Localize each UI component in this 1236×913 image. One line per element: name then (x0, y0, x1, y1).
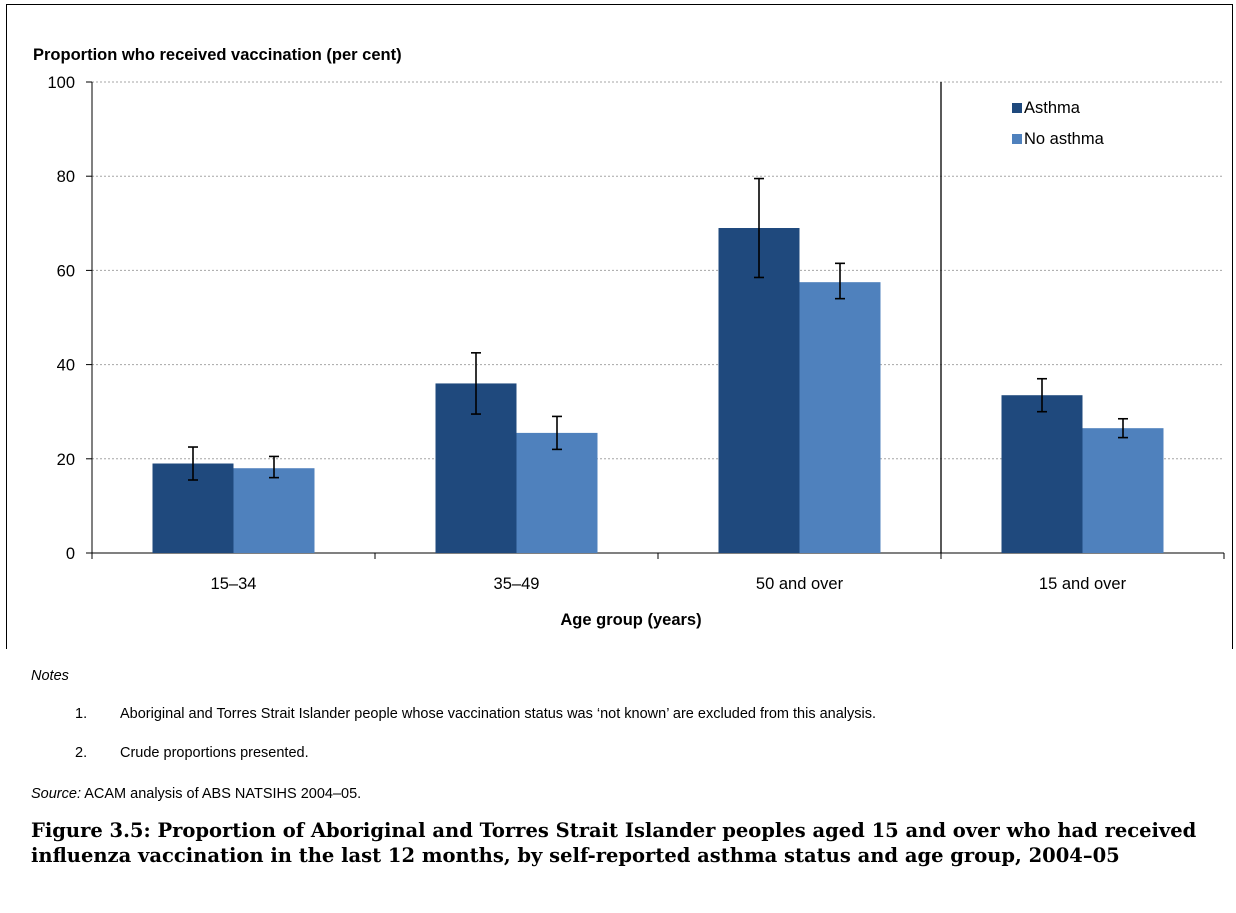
x-tick-label: 35–49 (494, 575, 540, 593)
bar (516, 432, 598, 553)
source-label: Source: (31, 786, 81, 802)
x-tick-label: 50 and over (756, 575, 844, 593)
y-tick-label: 80 (57, 168, 75, 186)
legend-swatch (1012, 134, 1022, 144)
figure-caption: Figure 3.5: Proportion of Aboriginal and… (31, 819, 1197, 867)
y-tick-label: 60 (57, 262, 75, 280)
y-tick-label: 20 (57, 451, 75, 469)
note-1-text: Aboriginal and Torres Strait Islander pe… (120, 706, 877, 722)
bar-chart: Proportion who received vaccination (per… (33, 46, 1225, 629)
bar (233, 468, 315, 553)
source-text: ACAM analysis of ABS NATSIHS 2004–05. (80, 786, 362, 802)
notes-heading: Notes (31, 668, 69, 684)
source-line: Source: ACAM analysis of ABS NATSIHS 200… (31, 786, 361, 802)
legend-label: Asthma (1024, 99, 1081, 117)
x-axis-label: Age group (years) (560, 611, 701, 629)
y-axis-label: Proportion who received vaccination (per… (33, 46, 402, 64)
x-tick-label: 15 and over (1039, 575, 1127, 593)
note-1-number: 1. (75, 706, 88, 722)
x-tick-label: 15–34 (211, 575, 257, 593)
y-tick-label: 100 (47, 74, 75, 92)
bar (799, 282, 881, 553)
chart-frame (6, 4, 1233, 649)
note-2-text: Crude proportions presented. (120, 745, 309, 761)
legend-label: No asthma (1024, 130, 1105, 148)
bar (1001, 395, 1083, 553)
bar (1082, 428, 1164, 553)
y-tick-label: 0 (66, 545, 75, 563)
legend-swatch (1012, 103, 1022, 113)
bar (718, 228, 800, 553)
note-2-number: 2. (75, 745, 88, 761)
y-tick-label: 40 (57, 357, 75, 375)
